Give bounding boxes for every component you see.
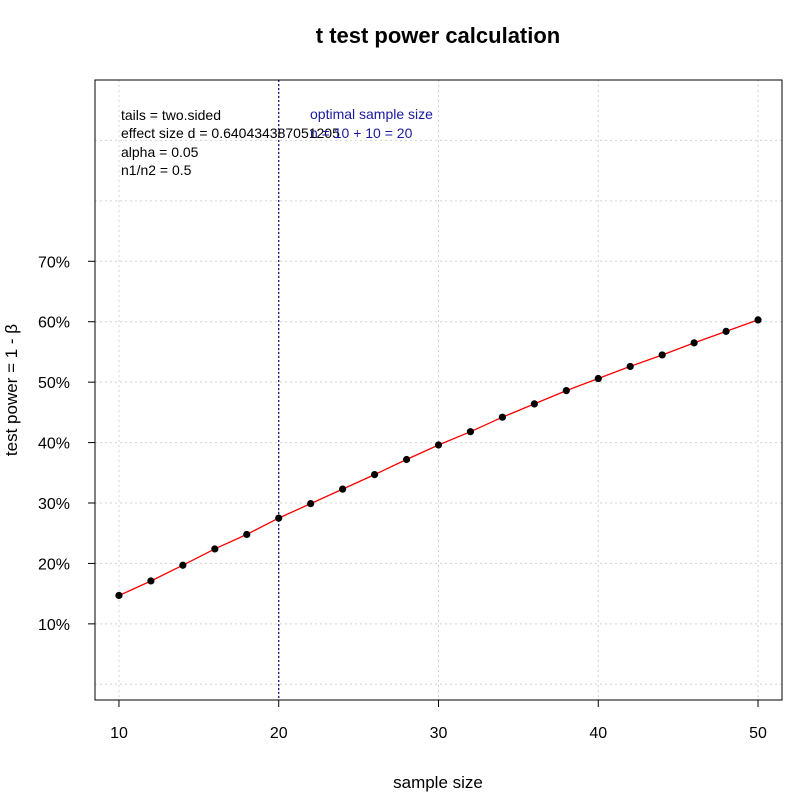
data-point bbox=[370, 471, 379, 479]
x-tick-label: 50 bbox=[749, 725, 767, 742]
x-axis-label: sample size bbox=[393, 773, 483, 792]
series-group bbox=[115, 316, 762, 600]
data-point bbox=[275, 514, 283, 522]
y-tick-label: 40% bbox=[38, 436, 70, 453]
grid bbox=[95, 79, 782, 700]
data-point bbox=[562, 387, 570, 395]
annotation-alpha: alpha = 0.05 bbox=[121, 144, 199, 160]
data-point bbox=[147, 577, 155, 585]
x-tick-label: 30 bbox=[430, 725, 448, 742]
data-point bbox=[211, 545, 219, 553]
annotation-optimal-title: optimal sample size bbox=[310, 106, 433, 122]
data-point bbox=[434, 441, 443, 449]
y-axis-label: test power = 1 - β bbox=[2, 324, 21, 456]
x-tick-label: 10 bbox=[110, 725, 128, 742]
data-point bbox=[594, 374, 602, 383]
y-tick-label: 50% bbox=[38, 375, 70, 392]
y-tick-label: 70% bbox=[38, 254, 70, 271]
y-tick-label: 10% bbox=[38, 617, 70, 634]
annotation-ratio: n1/n2 = 0.5 bbox=[121, 162, 192, 178]
annotation-effect-size: effect size d = 0.640434387051205 bbox=[121, 125, 340, 141]
data-point bbox=[722, 327, 730, 335]
chart-title: t test power calculation bbox=[316, 23, 561, 48]
x-axis: 10 20 30 40 50 bbox=[110, 699, 767, 742]
x-tick-label: 20 bbox=[270, 725, 288, 742]
data-point bbox=[339, 485, 347, 493]
annotation-tails: tails = two.sided bbox=[121, 107, 221, 123]
data-point bbox=[179, 561, 187, 569]
data-point bbox=[690, 339, 698, 347]
y-tick-label: 20% bbox=[38, 556, 70, 573]
data-point bbox=[402, 455, 411, 464]
data-point bbox=[115, 591, 123, 600]
data-point bbox=[307, 500, 315, 508]
data-point bbox=[243, 530, 251, 539]
data-point bbox=[498, 413, 507, 421]
y-axis: 10% 20% 30% 40% 50% 60% 70% bbox=[38, 254, 96, 634]
data-point bbox=[530, 400, 538, 408]
data-point bbox=[626, 362, 634, 371]
y-tick-label: 30% bbox=[38, 496, 70, 513]
y-tick-label: 60% bbox=[38, 315, 70, 332]
data-point bbox=[466, 428, 475, 436]
data-point bbox=[658, 351, 666, 359]
data-point bbox=[754, 316, 762, 324]
annotation-optimal-value: n = 10 + 10 = 20 bbox=[310, 125, 413, 141]
x-tick-label: 40 bbox=[589, 725, 607, 742]
